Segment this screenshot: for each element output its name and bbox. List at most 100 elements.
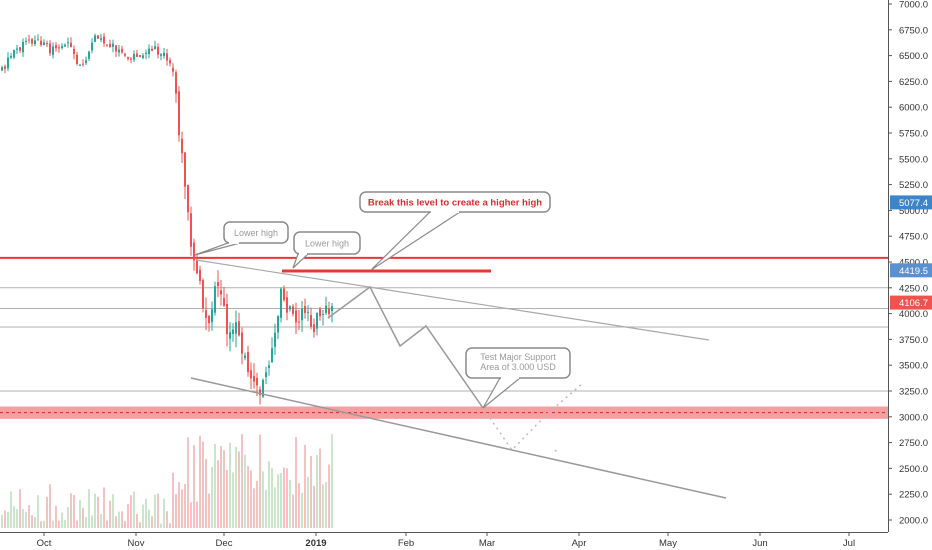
candle-30 [91, 38, 93, 54]
candle-14 [43, 39, 45, 46]
candle-9 [28, 34, 30, 44]
candle-body-11 [34, 40, 36, 45]
candle-body-97 [292, 306, 294, 314]
volume-bar-4 [13, 506, 15, 528]
candle-body-13 [40, 40, 42, 45]
candle-33 [100, 33, 102, 43]
volume-bar-24 [73, 494, 75, 528]
candle-64 [193, 238, 195, 271]
volume-bar-97 [292, 494, 294, 528]
volume-bar-20 [61, 512, 63, 528]
candle-6 [19, 46, 21, 53]
volume-bar-29 [88, 489, 90, 528]
candle-84 [253, 363, 255, 389]
candle-86 [259, 386, 261, 405]
candle-body-29 [88, 51, 90, 59]
candle-body-98 [295, 310, 297, 323]
volume-bar-72 [217, 460, 219, 528]
callout-2: Lower high [292, 231, 361, 269]
volume-bar-96 [289, 479, 291, 528]
time-tick-label-6: Apr [572, 538, 587, 549]
candle-body-67 [202, 280, 204, 309]
candle-71 [214, 281, 216, 316]
candle-89 [268, 360, 270, 376]
volume-bar-61 [184, 484, 186, 528]
candle-body-105 [316, 312, 318, 329]
candle-110 [331, 302, 333, 323]
candle-body-25 [76, 54, 78, 65]
candle-body-7 [22, 41, 24, 53]
candle-body-26 [79, 64, 81, 66]
price-tick-label-19: 2250.0 [899, 490, 928, 501]
volume-bar-98 [295, 437, 297, 528]
volume-bar-63 [190, 502, 192, 528]
candle-body-40 [121, 48, 123, 53]
candle-body-57 [172, 67, 174, 72]
time-tick-label-0: Oct [37, 538, 52, 549]
price-tick-label-11: 4250.0 [899, 283, 928, 294]
volume-bar-28 [85, 517, 87, 528]
candle-0 [1, 65, 3, 72]
time-axis: Oct Nov Dec 2019 Feb Mar Apr May Jun Jul [0, 532, 932, 550]
candle-68 [205, 297, 207, 331]
volume-bar-14 [43, 520, 45, 528]
candle-57 [172, 63, 174, 77]
candle-19 [58, 44, 60, 53]
candle-11 [34, 35, 36, 47]
candle-15 [46, 40, 48, 48]
candle-body-83 [250, 370, 252, 379]
candlestick-series [1, 32, 333, 405]
callout-text-3: Test Major Support Area of 3.000 USD [480, 352, 556, 372]
volume-bar-95 [286, 468, 288, 528]
time-tick-label-7: May [659, 538, 677, 549]
volume-bar-68 [205, 459, 207, 528]
candle-34 [103, 32, 105, 47]
candle-body-1 [4, 66, 6, 69]
price-badge-2 [890, 295, 932, 310]
price-tick-label-6: 5500.0 [899, 154, 928, 165]
candle-70 [211, 301, 213, 331]
volume-bar-25 [76, 520, 78, 528]
candle-body-93 [280, 288, 282, 318]
candle-body-81 [244, 355, 246, 358]
volume-bar-84 [253, 488, 255, 528]
volume-bar-52 [157, 493, 159, 528]
candle-56 [169, 57, 171, 67]
volume-bar-59 [178, 482, 180, 528]
candle-body-21 [64, 44, 66, 47]
volume-bar-67 [202, 441, 204, 528]
candle-7 [22, 38, 24, 57]
candle-79 [238, 312, 240, 337]
candle-49 [148, 44, 150, 59]
volume-bar-11 [34, 516, 36, 528]
volume-bar-88 [265, 489, 267, 528]
candle-body-56 [169, 60, 171, 64]
candle-82 [247, 345, 249, 377]
candle-body-52 [157, 46, 159, 55]
volume-bar-86 [259, 434, 261, 528]
candle-65 [196, 253, 198, 275]
volume-bar-100 [301, 492, 303, 528]
volume-bar-50 [151, 516, 153, 528]
time-tick-label-1: Nov [128, 538, 145, 549]
candle-77 [232, 323, 234, 342]
candle-body-14 [43, 42, 45, 46]
candle-body-34 [103, 36, 105, 44]
price-tick-label-7: 5250.0 [899, 180, 928, 191]
candle-body-54 [163, 52, 165, 57]
candle-body-94 [283, 288, 285, 300]
volume-bar-93 [280, 473, 282, 528]
candle-body-43 [130, 58, 132, 60]
candle-26 [79, 63, 81, 66]
candle-75 [226, 293, 228, 347]
price-badge-label-0: 5077.4 [899, 198, 928, 209]
candle-body-110 [331, 306, 333, 311]
volume-bar-38 [115, 516, 117, 528]
trend-drawings [190, 259, 727, 499]
candle-body-5 [16, 48, 18, 50]
annotations: Break this level to create a higher high… [194, 191, 571, 409]
candle-51 [154, 40, 156, 50]
callout-box-2 [293, 231, 361, 255]
candle-body-42 [127, 57, 129, 59]
volume-bar-107 [322, 484, 324, 528]
